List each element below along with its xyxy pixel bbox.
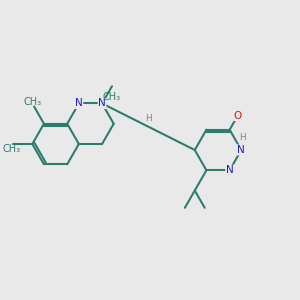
Text: N: N [75,98,83,109]
Text: H: H [145,114,152,123]
Text: CH₃: CH₃ [2,143,20,154]
Text: H: H [239,133,246,142]
Text: CH₃: CH₃ [103,92,121,102]
Text: O: O [234,110,242,121]
Text: N: N [237,145,245,155]
Text: N: N [98,98,106,109]
Text: CH₃: CH₃ [23,97,42,107]
Text: N: N [226,165,233,175]
